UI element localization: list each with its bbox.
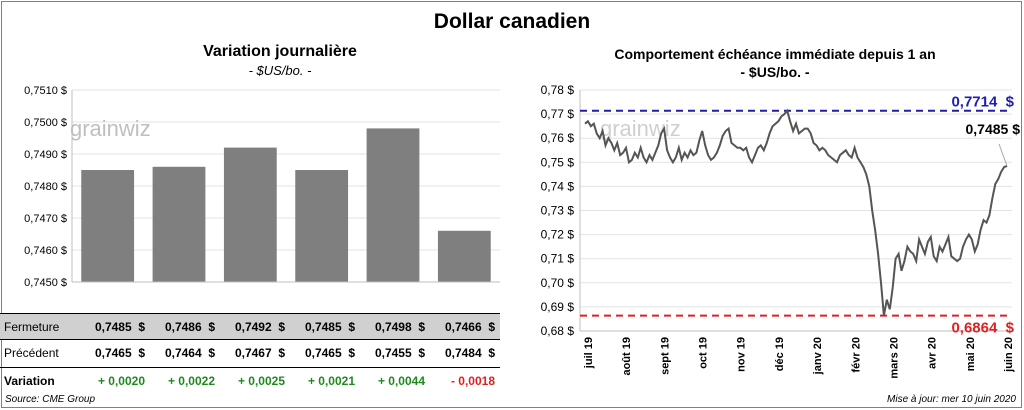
line-xtick-label: août 19 bbox=[621, 337, 633, 376]
left-chart-title: Variation journalière bbox=[203, 43, 357, 60]
table-cell: 0,7455 $ bbox=[374, 346, 425, 360]
table-row: Fermeture 0,7485 $ 0,7486 $ 0,7492 $ 0,7485 … bbox=[0, 313, 500, 340]
line-ytick-label: 0,71 $ bbox=[541, 252, 575, 266]
table-cell: + 0,0022 bbox=[167, 374, 215, 388]
table-row: Précédent 0,7465 $ 0,7464 $ 0,7467 $ 0,7465 … bbox=[0, 340, 500, 367]
table-cell: 0,7485 $ bbox=[94, 320, 145, 334]
line-ytick-label: 0,77 $ bbox=[541, 107, 575, 121]
table-cell: 0,7492 $ bbox=[234, 320, 285, 334]
line-xtick-label: mai 20 bbox=[965, 337, 977, 371]
line-xtick-label: nov 19 bbox=[736, 337, 748, 372]
right-chart-subtitle: - $US/bo. - bbox=[740, 64, 810, 80]
reference-label: 0,7714 $ bbox=[951, 94, 1014, 111]
line-xtick-label: juil 19 bbox=[583, 337, 595, 369]
line-xtick-label: sept 19 bbox=[659, 337, 671, 375]
page-title: Dollar canadien bbox=[433, 10, 591, 33]
line-ytick-label: 0,78 $ bbox=[541, 83, 575, 97]
line-ytick-label: 0,75 $ bbox=[541, 155, 575, 169]
line-ytick-label: 0,74 $ bbox=[541, 179, 575, 193]
update-note: Mise à jour: mer 10 juin 2020 bbox=[887, 394, 1016, 405]
table-cell: 0,7465 $ bbox=[304, 346, 355, 360]
bar-xtick-label: sept 20 bbox=[301, 299, 343, 300]
bar-watermark: grainwiz bbox=[70, 116, 151, 141]
bar bbox=[295, 170, 349, 282]
table-cell: + 0,0021 bbox=[307, 374, 355, 388]
bar bbox=[81, 170, 135, 282]
bar bbox=[437, 230, 491, 282]
bar-ytick-label: 0,7460 $ bbox=[24, 245, 67, 257]
table-cell: 0,7466 $ bbox=[444, 320, 495, 334]
bar-ytick-label: 0,7470 $ bbox=[24, 213, 67, 225]
bar-xtick-label: juil 20 bbox=[161, 299, 196, 300]
bar-ytick-label: 0,7450 $ bbox=[24, 277, 67, 289]
bar-ytick-label: 0,7490 $ bbox=[24, 149, 67, 161]
line-xtick-label: juin 20 bbox=[1003, 337, 1015, 373]
table-cell: 0,7465 $ bbox=[94, 346, 145, 360]
table-cell: - 0,0018 bbox=[450, 374, 495, 388]
bar bbox=[366, 128, 420, 282]
bar-ytick-label: 0,7500 $ bbox=[24, 117, 67, 129]
bar-ytick-label: 0,7480 $ bbox=[24, 181, 67, 193]
line-xtick-label: févr 20 bbox=[850, 337, 862, 372]
table-row-label: Variation bbox=[4, 374, 55, 388]
table-row: Variation + 0,0020 + 0,0022 + 0,0025 + 0,002… bbox=[0, 367, 500, 394]
table-cell: 0,7467 $ bbox=[234, 346, 285, 360]
table-cell: + 0,0020 bbox=[97, 374, 145, 388]
bar-xtick-label: mars 21 bbox=[442, 299, 488, 300]
line-ytick-label: 0,76 $ bbox=[541, 131, 575, 145]
last-value-leader bbox=[998, 143, 1008, 167]
line-xtick-label: oct 19 bbox=[698, 337, 710, 369]
bar bbox=[223, 147, 277, 282]
bar-xtick-label: déc 20 bbox=[374, 299, 412, 300]
line-chart: grainwiz 0,68 $ 0,69 $ 0,70 $ 0,71 $ 0,72 $ 0… bbox=[541, 83, 1021, 379]
source-note: Source: CME Group bbox=[5, 394, 96, 405]
line-watermark: grainwiz bbox=[600, 116, 681, 141]
line-ytick-label: 0,72 $ bbox=[541, 228, 575, 242]
reference-label: 0,6864 $ bbox=[951, 320, 1014, 337]
bar-xtick-label: juin 20 bbox=[88, 299, 127, 300]
table-row-label: Fermeture bbox=[4, 320, 60, 334]
line-ytick-label: 0,70 $ bbox=[541, 276, 575, 290]
line-xtick-label: déc 19 bbox=[774, 337, 786, 371]
table-cell: 0,7498 $ bbox=[374, 320, 425, 334]
line-xtick-label: janv 20 bbox=[812, 337, 824, 375]
left-chart-subtitle: - $US/bo. - bbox=[248, 63, 312, 78]
series-line bbox=[584, 108, 1008, 316]
right-chart-title: Comportement échéance immédiate depuis 1… bbox=[614, 46, 936, 62]
line-xtick-label: avr 20 bbox=[927, 337, 939, 369]
line-ytick-label: 0,68 $ bbox=[541, 324, 575, 338]
table-cell: 0,7486 $ bbox=[164, 320, 215, 334]
line-ytick-label: 0,73 $ bbox=[541, 204, 575, 218]
table-cell: + 0,0025 bbox=[237, 374, 285, 388]
bar bbox=[152, 166, 206, 282]
bar-chart: grainwiz 0,7450 $ 0,7460 $ 0,7470 $ 0,7480 … bbox=[24, 85, 500, 300]
last-value-label: 0,7485 $ bbox=[966, 121, 1021, 137]
table-cell: + 0,0044 bbox=[377, 374, 425, 388]
table-cell: 0,7464 $ bbox=[164, 346, 215, 360]
line-ytick-label: 0,69 $ bbox=[541, 300, 575, 314]
table-row-label: Précédent bbox=[4, 346, 59, 360]
bar-ytick-label: 0,7510 $ bbox=[24, 85, 67, 97]
bar-xtick-label: août 20 bbox=[229, 299, 271, 300]
table-cell: 0,7484 $ bbox=[444, 346, 495, 360]
table-cell: 0,7485 $ bbox=[304, 320, 355, 334]
line-xtick-label: mars 20 bbox=[888, 337, 900, 379]
